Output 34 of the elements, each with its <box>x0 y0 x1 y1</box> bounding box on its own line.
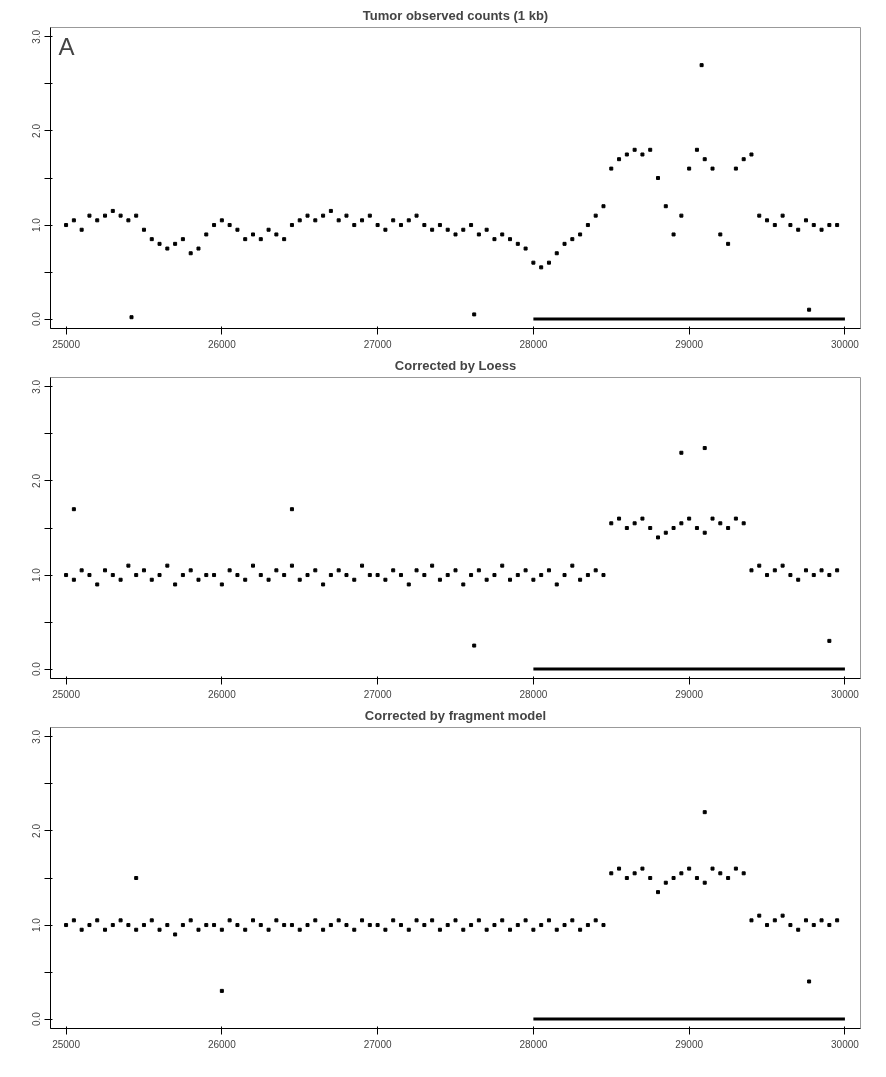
y-tick-label: 2.0 <box>30 473 42 488</box>
annotation: A <box>58 32 75 60</box>
y-tick-label: 3.0 <box>30 729 42 744</box>
x-tick-label: 27000 <box>363 338 392 350</box>
y-tick-label: 1.0 <box>30 567 42 582</box>
x-tick-label: 25000 <box>52 688 81 700</box>
x-tick-label: 28000 <box>519 688 548 700</box>
y-tick-label: 2.0 <box>30 823 42 838</box>
x-tick-label: 29000 <box>675 688 704 700</box>
x-tick-label: 30000 <box>831 338 860 350</box>
chart-title: Tumor observed counts (1 kb) <box>362 7 549 23</box>
y-tick-label: 2.0 <box>30 123 42 138</box>
y-tick-label: 0.0 <box>30 661 42 677</box>
chart-title: Corrected by fragment model <box>364 707 547 723</box>
x-tick-label: 25000 <box>52 338 81 350</box>
chart-title: Corrected by Loess <box>394 357 517 373</box>
x-tick-label: 27000 <box>363 1038 392 1050</box>
y-tick-label: 3.0 <box>30 29 42 44</box>
x-tick-label: 30000 <box>831 688 860 700</box>
x-tick-label: 26000 <box>207 338 237 350</box>
x-tick-label: 30000 <box>831 1038 860 1050</box>
x-tick-label: 27000 <box>363 688 392 700</box>
y-tick-label: 0.0 <box>30 1011 42 1027</box>
y-tick-label: 0.0 <box>30 311 42 327</box>
x-tick-label: 25000 <box>52 1038 81 1050</box>
x-tick-label: 26000 <box>207 1038 237 1050</box>
y-tick-label: 1.0 <box>30 917 42 932</box>
x-tick-label: 29000 <box>675 338 704 350</box>
x-tick-label: 28000 <box>519 1038 548 1050</box>
y-tick-label: 1.0 <box>30 217 42 232</box>
y-tick-label: 3.0 <box>30 379 42 394</box>
x-tick-label: 28000 <box>519 338 548 350</box>
x-tick-label: 29000 <box>675 1038 704 1050</box>
x-tick-label: 26000 <box>207 688 237 700</box>
